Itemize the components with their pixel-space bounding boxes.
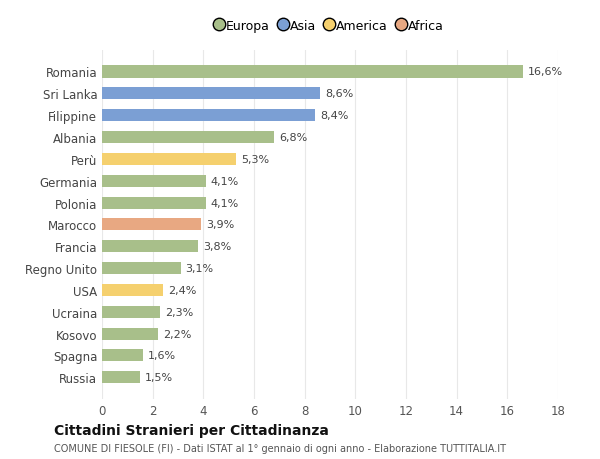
Bar — [102, 219, 201, 231]
Bar — [102, 371, 140, 383]
Text: 3,9%: 3,9% — [206, 220, 234, 230]
Text: 3,1%: 3,1% — [185, 263, 214, 274]
Text: 8,4%: 8,4% — [320, 111, 348, 121]
Bar — [102, 263, 181, 274]
Bar — [102, 67, 523, 78]
Text: 4,1%: 4,1% — [211, 176, 239, 186]
Text: 4,1%: 4,1% — [211, 198, 239, 208]
Bar — [102, 88, 320, 100]
Bar — [102, 284, 163, 297]
Text: 1,6%: 1,6% — [148, 351, 176, 361]
Text: 5,3%: 5,3% — [241, 155, 269, 164]
Bar — [102, 175, 206, 187]
Text: 16,6%: 16,6% — [527, 67, 563, 77]
Bar — [102, 306, 160, 318]
Text: 2,2%: 2,2% — [163, 329, 191, 339]
Text: 2,3%: 2,3% — [166, 307, 194, 317]
Bar — [102, 197, 206, 209]
Text: 8,6%: 8,6% — [325, 89, 353, 99]
Text: COMUNE DI FIESOLE (FI) - Dati ISTAT al 1° gennaio di ogni anno - Elaborazione TU: COMUNE DI FIESOLE (FI) - Dati ISTAT al 1… — [54, 443, 506, 453]
Text: Cittadini Stranieri per Cittadinanza: Cittadini Stranieri per Cittadinanza — [54, 423, 329, 437]
Text: 3,8%: 3,8% — [203, 242, 232, 252]
Bar — [102, 350, 143, 362]
Legend: Europa, Asia, America, Africa: Europa, Asia, America, Africa — [211, 15, 449, 38]
Text: 2,4%: 2,4% — [168, 285, 196, 295]
Text: 1,5%: 1,5% — [145, 373, 173, 382]
Bar — [102, 328, 158, 340]
Bar — [102, 153, 236, 166]
Bar — [102, 241, 198, 253]
Text: 6,8%: 6,8% — [280, 133, 308, 143]
Bar — [102, 110, 315, 122]
Bar — [102, 132, 274, 144]
